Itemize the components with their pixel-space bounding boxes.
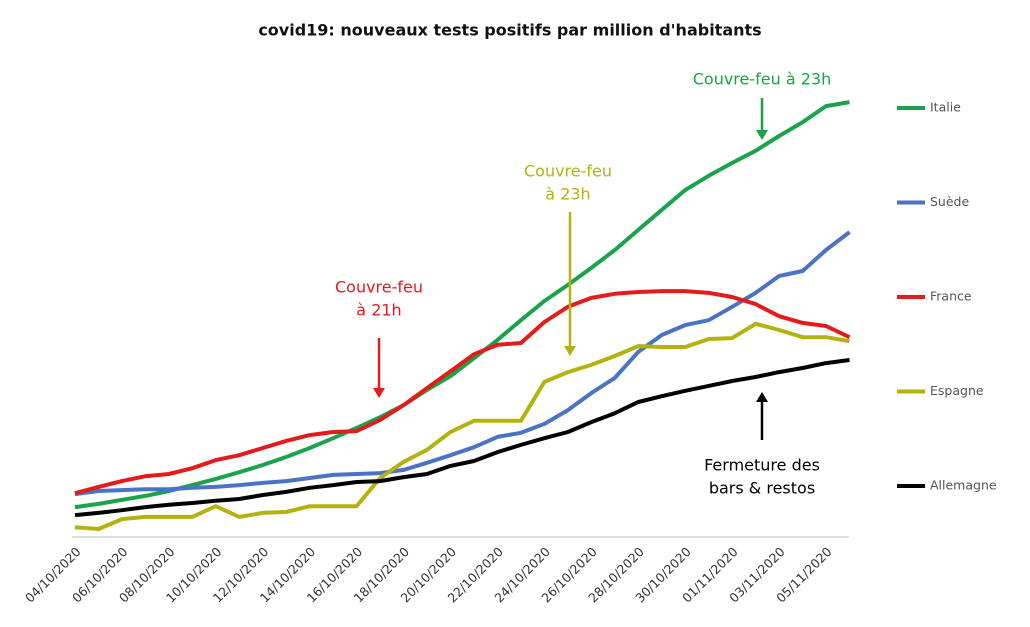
series-line: [74, 100, 850, 510]
annotation: bars & restos: [709, 479, 815, 498]
arrow-head: [564, 346, 576, 356]
legend-label: Suède: [930, 194, 969, 209]
series-line: [74, 289, 851, 496]
legend-label: Italie: [930, 100, 961, 115]
legend-label: Allemagne: [930, 478, 997, 493]
annotation: à 23h: [545, 185, 590, 204]
legend-label: Espagne: [930, 383, 984, 398]
series-line: [74, 321, 850, 531]
series-line: [74, 230, 851, 497]
arrow-head: [373, 388, 385, 398]
annotation: Couvre-feu: [335, 278, 423, 297]
annotation: Fermeture des: [704, 456, 820, 475]
chart-title: covid19: nouveaux tests positifs par mil…: [258, 21, 761, 40]
annotation: à 21h: [356, 301, 401, 320]
annotation: Couvre-feu à 23h: [693, 70, 832, 89]
legend-label: France: [930, 289, 972, 304]
arrow-head: [756, 130, 768, 140]
arrow-head: [756, 392, 768, 402]
annotation: Couvre-feu: [524, 162, 612, 181]
series-line: [74, 358, 850, 518]
